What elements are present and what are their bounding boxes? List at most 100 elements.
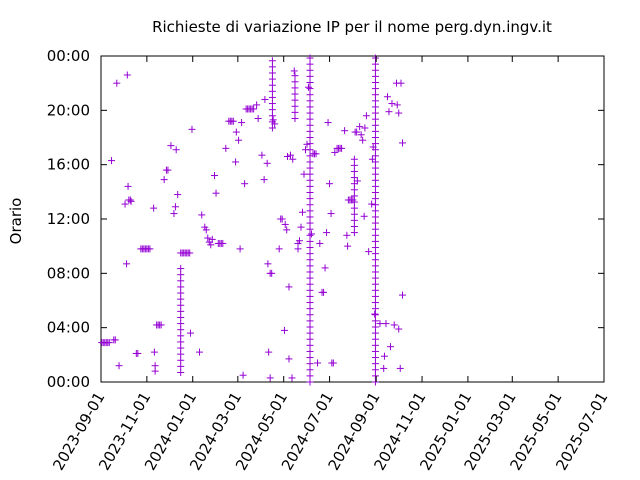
data-point [371, 195, 379, 203]
data-point [306, 121, 314, 129]
data-point [306, 213, 314, 221]
data-point [150, 348, 158, 356]
data-point [371, 244, 379, 252]
data-point [250, 105, 258, 113]
data-point [265, 348, 273, 356]
data-point [207, 241, 215, 249]
y-tick-label: 08:00 [47, 264, 90, 282]
data-point [371, 140, 379, 148]
plot-area [100, 55, 605, 383]
data-point [123, 260, 131, 268]
data-point [258, 151, 266, 159]
data-point [371, 121, 379, 129]
data-point [350, 174, 358, 182]
data-point [371, 366, 379, 374]
data-point [398, 139, 406, 147]
data-point [306, 347, 314, 355]
data-point [350, 210, 358, 218]
data-point [306, 305, 314, 313]
data-point [306, 72, 314, 80]
data-point [268, 75, 276, 83]
data-point [324, 119, 332, 127]
data-point [177, 295, 185, 303]
data-point [157, 321, 165, 329]
data-point [126, 196, 134, 204]
data-point [236, 245, 244, 253]
data-point [198, 211, 206, 219]
data-point [306, 176, 314, 184]
data-point [371, 78, 379, 86]
data-point [371, 360, 379, 368]
data-point [397, 79, 405, 87]
data-point [312, 150, 320, 158]
data-point [167, 142, 175, 150]
data-point [177, 313, 185, 321]
data-point [306, 262, 314, 270]
y-tick-label: 00:00 [47, 373, 90, 391]
data-point [368, 200, 376, 208]
data-point [338, 144, 346, 152]
data-point [371, 127, 379, 135]
data-point [306, 231, 314, 239]
data-point [371, 54, 379, 62]
data-point [395, 325, 403, 333]
data-point [306, 207, 314, 215]
data-point [177, 350, 185, 358]
data-point [371, 189, 379, 197]
data-point [306, 158, 314, 166]
data-point [235, 136, 243, 144]
data-point [371, 146, 379, 154]
data-point [263, 159, 271, 167]
data-point [390, 321, 398, 329]
data-point [350, 180, 358, 188]
data-point [177, 277, 185, 285]
data-point [222, 144, 230, 152]
data-point [306, 219, 314, 227]
data-point [177, 344, 185, 352]
data-point [266, 374, 274, 382]
data-point [239, 371, 247, 379]
data-point [331, 148, 339, 156]
data-point [264, 260, 272, 268]
data-point [306, 225, 314, 233]
data-point [306, 103, 314, 111]
y-tick-label: 20:00 [47, 101, 90, 119]
data-point [306, 146, 314, 154]
data-point [174, 191, 182, 199]
data-point [306, 237, 314, 245]
plot-frame [100, 55, 605, 383]
y-tick-label: 16:00 [47, 156, 90, 174]
data-point [275, 245, 283, 253]
data-point [350, 167, 358, 175]
data-point [386, 343, 394, 351]
data-point [371, 134, 379, 141]
data-point [186, 329, 194, 337]
data-point [350, 186, 358, 194]
data-point [341, 127, 349, 135]
data-point [283, 226, 291, 234]
points-layer [98, 54, 406, 386]
data-point [232, 128, 240, 136]
data-point [357, 131, 365, 139]
data-point [376, 320, 384, 328]
data-point [150, 204, 158, 212]
data-point [291, 84, 299, 92]
data-point [306, 127, 314, 135]
data-point [306, 335, 314, 343]
data-point [306, 201, 314, 209]
data-point [371, 152, 379, 160]
data-point [316, 239, 324, 247]
data-point [160, 176, 168, 184]
data-point [306, 311, 314, 319]
data-point [306, 274, 314, 282]
data-point [291, 102, 299, 110]
data-point [380, 364, 388, 372]
data-point [371, 170, 379, 178]
data-point [111, 336, 119, 344]
data-point [306, 109, 314, 117]
data-point [321, 264, 329, 272]
data-point [177, 265, 185, 273]
data-point [151, 367, 159, 375]
data-point [371, 91, 379, 99]
